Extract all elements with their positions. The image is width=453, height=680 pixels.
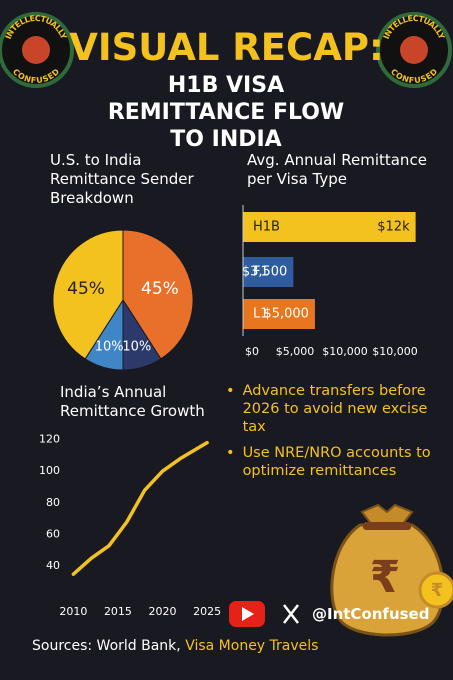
x-tick-label: $5,000 — [276, 345, 315, 358]
y-tick-label: 100 — [39, 464, 60, 477]
bar-value-label: $5,000 — [263, 307, 309, 322]
x-tick-label: $0 — [245, 345, 259, 358]
svg-text:₹: ₹ — [370, 552, 401, 603]
bar-value-label: $3,500 — [242, 265, 288, 280]
x-tick-label: 2020 — [149, 605, 177, 618]
slice-label: 45% — [141, 279, 179, 299]
pie-title: U.S. to India Remittance Sender Breakdow… — [50, 151, 194, 207]
bar — [243, 257, 294, 287]
bar — [243, 299, 315, 329]
sources-link[interactable]: Visa Money Travels — [185, 638, 319, 654]
y-tick-label: 120 — [39, 433, 60, 446]
bullet-text: Use NRE/NRO accounts to optimize remitta… — [242, 445, 431, 479]
bullet: • Advance transfers before 2026 to avoid … — [226, 382, 441, 436]
bar-category: H1B — [253, 220, 280, 235]
title: VISUAL RECAP: — [69, 26, 384, 69]
x-tick-label: $10,000 — [372, 345, 418, 358]
bullet-text: Advance transfers before 2026 to avoid n… — [242, 383, 428, 435]
youtube-icon[interactable] — [229, 601, 265, 627]
y-tick-label: 40 — [46, 559, 60, 572]
slice-label: 45% — [67, 279, 105, 299]
slice-label: 10% — [122, 340, 151, 355]
x-tick-label: 2015 — [104, 605, 132, 618]
x-tick-label: 2010 — [59, 605, 87, 618]
bar-title: Avg. Annual Remittance per Visa Type — [247, 151, 427, 188]
x-tick-label: $10,000 — [322, 345, 368, 358]
x-icon[interactable] — [283, 604, 299, 624]
bar — [243, 212, 416, 242]
bullet-list: • Advance transfers before 2026 to avoid … — [226, 382, 441, 480]
subtitle: H1B VISA REMITTANCE FLOW TO INDIA — [107, 73, 345, 152]
pie-slice — [52, 229, 124, 360]
sources-text: Sources: World Bank, — [32, 638, 181, 654]
sources: Sources: World Bank, Visa Money Travels — [32, 638, 318, 654]
svg-text:₹: ₹ — [431, 580, 444, 601]
bar-category: L1 — [253, 307, 269, 322]
bar-value-label: $12k — [377, 220, 410, 235]
x-tick-label: 2025 — [193, 605, 221, 618]
y-tick-label: 80 — [46, 496, 60, 509]
social-handle[interactable]: @IntConfused — [312, 605, 430, 623]
slice-label: 10% — [95, 340, 124, 355]
money-bag: ₹ ₹ — [330, 503, 453, 637]
bar-category: F1 — [253, 265, 269, 280]
trend-line — [71, 440, 209, 576]
line-title: India’s Annual Remittance Growth — [60, 383, 205, 420]
y-tick-label: 60 — [46, 528, 60, 541]
bullet: • Use NRE/NRO accounts to optimize remitt… — [226, 444, 441, 480]
